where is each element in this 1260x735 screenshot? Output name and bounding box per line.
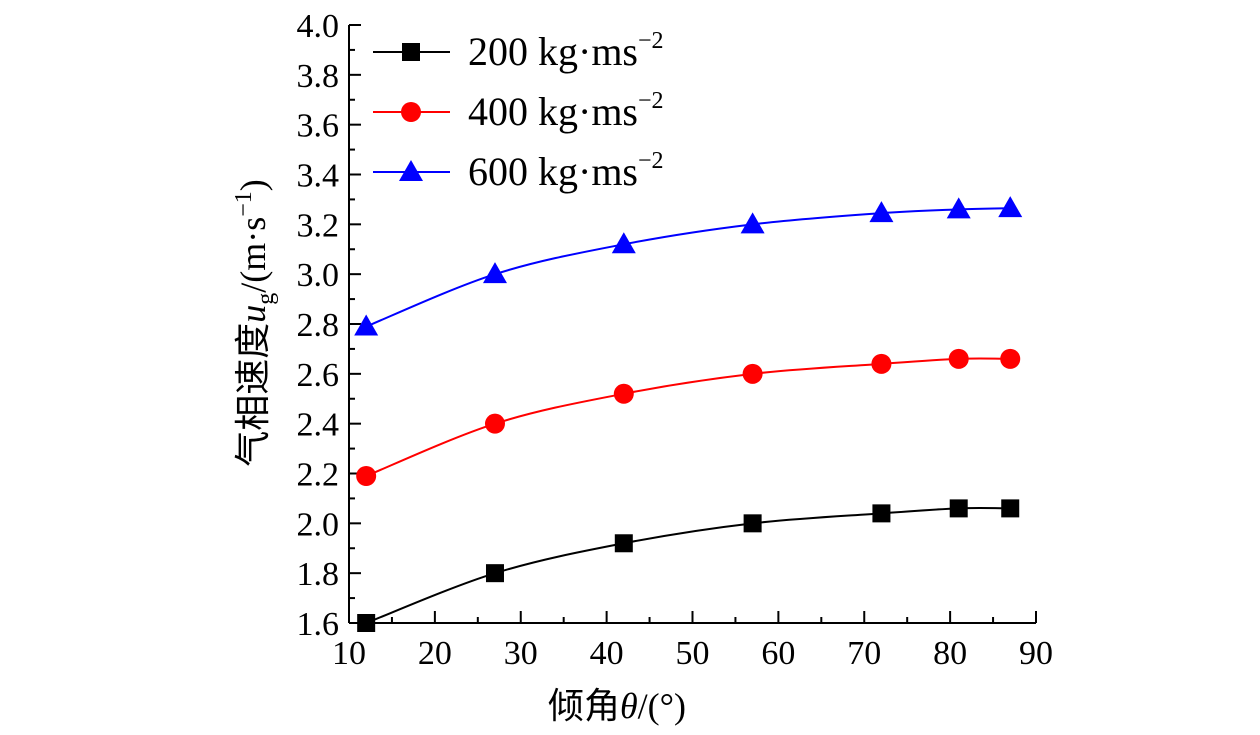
y-axis-title: 气相速度ug/(m·s−1) [231, 179, 279, 467]
y-tick-label: 1.8 [297, 556, 340, 593]
x-tick-label: 80 [933, 635, 967, 672]
legend-marker [402, 43, 420, 61]
y-axis-title-unit-open: /(m·s [233, 217, 273, 293]
data-point [949, 499, 968, 518]
y-axis-title-symbol: u [233, 305, 273, 323]
series-line [365, 507, 1011, 624]
series-0 [357, 499, 1020, 632]
data-point [613, 383, 634, 404]
legend-entry-400: 400 kg·ms−2 [373, 88, 664, 134]
series-1 [356, 348, 1021, 486]
data-point [484, 413, 505, 434]
series-line [365, 357, 1011, 477]
data-point [871, 353, 892, 374]
y-tick-label: 3.6 [297, 108, 340, 145]
y-axis-title-subscript: g [253, 293, 279, 305]
y-tick-label: 2.8 [297, 307, 340, 344]
data-point [1000, 348, 1021, 369]
legend: 200 kg·ms−2 400 kg·ms−2 600 kg·ms−2 [373, 28, 664, 194]
legend-entry-200: 200 kg·ms−2 [373, 28, 664, 74]
legend-label-400: 400 kg·ms−2 [468, 88, 664, 134]
x-tick-label: 60 [761, 635, 795, 672]
axes [348, 25, 1036, 624]
data-point [869, 201, 894, 223]
data-point [354, 314, 379, 336]
data-point [872, 504, 891, 523]
y-axis-title-prefix: 气相速度 [233, 323, 273, 467]
y-tick-label: 3.0 [297, 257, 340, 294]
x-axis-title-suffix: /(°) [638, 686, 686, 726]
y-axis-title-unit-close: ) [233, 179, 273, 191]
x-tick-label: 70 [847, 635, 881, 672]
legend-label-200: 200 kg·ms−2 [468, 28, 664, 74]
axis-ticks [348, 24, 1037, 624]
data-point [998, 196, 1023, 218]
series-layer [354, 196, 1023, 632]
data-point [740, 212, 765, 234]
x-tick-label: 10 [332, 635, 366, 672]
x-tick-label: 30 [504, 635, 538, 672]
y-tick-label: 1.6 [297, 606, 340, 643]
x-tick-label: 20 [418, 635, 452, 672]
y-tick-label: 2.0 [297, 506, 340, 543]
legend-label-600: 600 kg·ms−2 [468, 148, 664, 194]
legend-marker [399, 160, 423, 181]
data-point [611, 232, 636, 254]
data-point [1001, 499, 1020, 518]
data-point [356, 465, 377, 486]
data-point [948, 348, 969, 369]
series-2 [354, 196, 1023, 336]
y-axis-title-unit-exp: −1 [231, 191, 257, 217]
legend-entry-600: 600 kg·ms−2 [373, 148, 664, 194]
y-tick-label: 3.4 [297, 158, 340, 195]
x-tick-label: 50 [676, 635, 710, 672]
y-tick-label: 3.2 [297, 207, 340, 244]
series-line [365, 207, 1011, 328]
y-tick-label: 2.4 [297, 407, 340, 444]
data-point [742, 363, 763, 384]
x-tick-label: 90 [1019, 635, 1053, 672]
data-point [946, 197, 971, 219]
y-tick-label: 3.8 [297, 58, 340, 95]
x-axis-title: 倾角θ/(°) [548, 686, 686, 726]
y-tick-label: 4.0 [297, 8, 340, 45]
data-point [743, 514, 762, 533]
x-axis-title-prefix: 倾角 [548, 686, 620, 726]
x-tick-label: 40 [590, 635, 624, 672]
data-point [485, 564, 504, 583]
data-point [482, 262, 507, 284]
x-axis-title-symbol: θ [620, 686, 638, 726]
y-tick-label: 2.2 [297, 457, 340, 494]
y-tick-label: 2.6 [297, 357, 340, 394]
tick-labels: 1.6 1.8 2.0 2.2 2.4 2.6 2.8 3.0 3.2 3.4 3.6 3.8 4.0 1… [297, 8, 1054, 672]
legend-marker [401, 102, 421, 122]
data-point [614, 534, 633, 553]
